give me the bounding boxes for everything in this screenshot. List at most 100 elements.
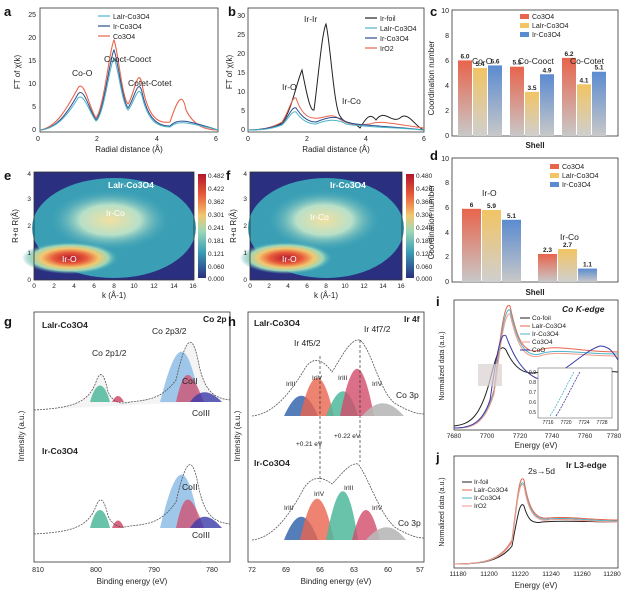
annotation-ir-o-f: Ir-O xyxy=(282,254,297,264)
cbar-e-8: 0.000 xyxy=(208,276,225,283)
i-inset-xt-1: 7716 xyxy=(542,420,553,426)
g-bot-peak-navy xyxy=(190,516,222,528)
panel-g-frame xyxy=(33,311,231,563)
g-top-title: LaIr-Co3O4 xyxy=(42,320,88,330)
ytick-d-10: 10 xyxy=(441,156,449,163)
h-bot-iriii-label-2: IrIII xyxy=(344,485,354,492)
legend-swatch-c-1 xyxy=(520,14,529,19)
xtick-a-0: 0 xyxy=(36,136,40,143)
xtick-b-0: 0 xyxy=(246,136,250,143)
i-inset xyxy=(537,367,613,419)
ytick-a-20: 20 xyxy=(28,35,36,42)
j-title: Ir L3-edge xyxy=(566,460,607,470)
legend-i-4: Co3O4 xyxy=(532,339,553,346)
j-curve-iro2 xyxy=(453,484,619,565)
panel-j: j Ir L3-edge 2s→5d Ir-foil LaIr-Co3O4 Ir… xyxy=(435,450,621,590)
ytick-b-25: 25 xyxy=(237,32,245,39)
ytick-f-0: 0 xyxy=(243,277,247,284)
bar-d-0-0 xyxy=(462,208,481,282)
h-bot-iriv-label: IrIV xyxy=(314,491,325,498)
panel-label-b: b xyxy=(228,4,236,19)
panel-b-curve-ir-co3o4 xyxy=(247,107,425,131)
h-bot-iriii-label: IrIII xyxy=(284,505,294,512)
panel-label-j: j xyxy=(435,450,440,465)
ytick-e-0: 0 xyxy=(27,277,31,284)
i-zoom-box xyxy=(478,364,502,386)
i-inset-yt-3: 0.7 xyxy=(529,390,536,396)
panel-i-frame xyxy=(453,299,619,431)
panel-g: g LaIr-Co3O4 Ir-Co3O4 Co 2p Co 2p1/2 Co … xyxy=(4,311,231,586)
bar-c-0-0 xyxy=(458,60,472,136)
xtick-e-4: 4 xyxy=(72,283,76,290)
bar-label-d-0-2: 5.1 xyxy=(507,213,516,220)
i-inset-xt-3: 7724 xyxy=(578,420,589,426)
h-bot-title: Ir-Co3O4 xyxy=(254,458,290,468)
xlabel-a: Radial distance (Å) xyxy=(95,145,163,154)
xlabel-h: Binding energy (eV) xyxy=(301,577,372,586)
bar-label-d-1-0: 2.3 xyxy=(543,247,552,254)
panel-b-frame xyxy=(247,7,425,133)
xtick-e-16: 16 xyxy=(189,283,197,290)
ytick-a-25: 25 xyxy=(28,12,36,19)
h-top-iriii-label-2: IrIII xyxy=(338,375,348,382)
legend-swatch-c-3 xyxy=(520,32,529,37)
xtick-e-2: 2 xyxy=(52,283,56,290)
g-corner: Co 2p xyxy=(203,314,227,324)
g-top-envelope xyxy=(33,341,231,411)
annotation-ir-co-f: Ir-Co xyxy=(310,212,329,222)
bar-label-c-2-1: 4.1 xyxy=(579,77,588,84)
xtick-h-69: 69 xyxy=(282,567,290,574)
xlabel-b: Radial distance (Å) xyxy=(302,145,370,154)
xtick-g-810: 810 xyxy=(32,567,44,574)
ytick-c-2: 2 xyxy=(445,108,449,115)
h-top-iriii-label: IrIII xyxy=(286,381,296,388)
h-shift-2: +0.22 eV xyxy=(334,433,361,440)
yticks-f: 0 1 2 3 4 xyxy=(243,171,247,284)
legend-j-4: IrO2 xyxy=(474,503,487,510)
bar-label-c-2-2: 5.1 xyxy=(594,65,603,72)
legend-b-1: Ir-foil xyxy=(380,16,396,23)
xtick-h-57: 57 xyxy=(416,567,424,574)
xtick-i-0: 7680 xyxy=(447,433,462,440)
panel-a-curve-co3o4 xyxy=(39,38,219,131)
cbar-e-4: 0.241 xyxy=(208,225,225,232)
ytick-d-6: 6 xyxy=(445,205,449,212)
xtick-a-4: 4 xyxy=(155,136,159,143)
legend-c-2: LaIr-Co3O4 xyxy=(532,23,569,30)
panel-label-c: c xyxy=(430,4,437,19)
g-co2p32: Co 2p3/2 xyxy=(152,326,187,336)
bar-label-c-0-1: 5.4 xyxy=(475,61,484,68)
ytick-b-30: 30 xyxy=(237,13,245,20)
cbar-f-1: 0.420 xyxy=(416,186,433,193)
legend-a-2: Ir-Co3O4 xyxy=(113,24,142,31)
cbar-e-7: 0.060 xyxy=(208,264,225,271)
ytick-e-4: 4 xyxy=(27,171,31,178)
ytick-e-2: 2 xyxy=(27,223,31,230)
i-curve-co3o4 xyxy=(453,313,619,429)
h-top-iriv-1 xyxy=(300,377,334,416)
xlabel-c: Shell xyxy=(525,141,544,150)
ytick-c-0: 0 xyxy=(445,133,449,140)
colorbar-e xyxy=(198,174,206,278)
i-inset-curve-1 xyxy=(549,371,575,417)
xtick-e-0: 0 xyxy=(32,283,36,290)
h-top-co3p-label: Co 3p xyxy=(396,390,419,400)
cbar-e-3: 0.301 xyxy=(208,212,225,219)
group-c-3: Co-Cotet xyxy=(570,56,605,66)
ylabel-f: R+α R(Å) xyxy=(229,209,238,243)
panel-label-e: e xyxy=(4,168,11,183)
bar-label-d-0-0: 6 xyxy=(470,202,474,209)
bar-label-c-1-1: 3.5 xyxy=(527,85,536,92)
bar-c-1-2 xyxy=(540,74,554,136)
xtick-f-8: 8 xyxy=(324,283,328,290)
legend-a-3: Co3O4 xyxy=(113,34,135,41)
panel-f-ir-o-region xyxy=(240,242,332,274)
panel-a-curve-lair-co3o4 xyxy=(39,57,219,131)
xtick-f-14: 14 xyxy=(379,283,387,290)
panel-d: d 6 5.9 5.1 2.3 2.7 1.1 Co3O4 LaIr-Co3O4 Ir-C… xyxy=(427,148,619,297)
xtick-j-4: 11260 xyxy=(573,571,591,578)
h-bot-co3p-label: Co 3p xyxy=(398,518,421,528)
bar-label-c-1-0: 5.5 xyxy=(512,60,521,67)
legend-swatch-d-1 xyxy=(550,164,559,169)
